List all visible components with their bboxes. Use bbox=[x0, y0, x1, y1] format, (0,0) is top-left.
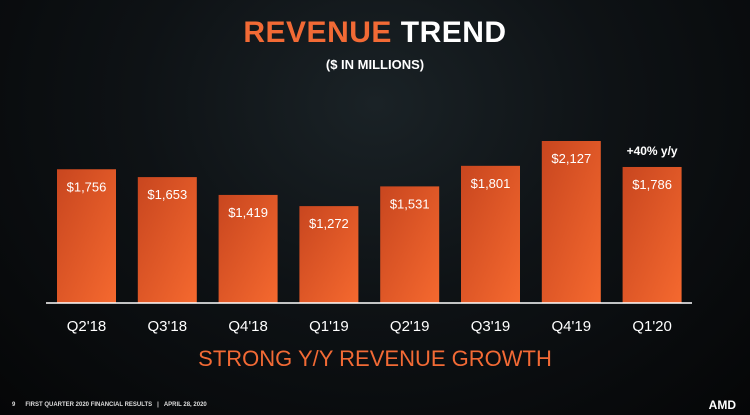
bar bbox=[218, 194, 278, 303]
bar-value-label: $1,756 bbox=[67, 179, 107, 194]
x-tick-label: Q2'18 bbox=[67, 318, 107, 335]
x-tick-label: Q1'20 bbox=[632, 318, 672, 335]
footer: 9 FIRST QUARTER 2020 FINANCIAL RESULTS | AP… bbox=[12, 402, 207, 408]
footer-text: FIRST QUARTER 2020 FINANCIAL RESULTS bbox=[25, 402, 153, 408]
page-number: 9 bbox=[12, 402, 16, 408]
x-tick-label: Q4'18 bbox=[228, 318, 268, 335]
x-tick-label: Q1'19 bbox=[309, 318, 349, 335]
x-tick-label: Q3'19 bbox=[471, 318, 511, 335]
bar-value-label: $1,653 bbox=[147, 187, 187, 202]
bar bbox=[299, 206, 359, 303]
page-subtitle: ($ IN MILLIONS) bbox=[325, 57, 425, 72]
page-title: REVENUE TREND bbox=[0, 16, 750, 50]
bar bbox=[461, 165, 520, 303]
title-rest: TREND bbox=[400, 16, 507, 49]
bar bbox=[380, 186, 440, 303]
bar bbox=[137, 177, 197, 303]
amd-logo: AMD bbox=[708, 398, 736, 412]
bar bbox=[57, 169, 116, 303]
x-tick-label: Q2'19 bbox=[390, 318, 430, 335]
footer-separator: | bbox=[157, 402, 159, 408]
bar-value-label: $1,531 bbox=[390, 196, 430, 211]
footer-date: APRIL 28, 2020 bbox=[163, 402, 207, 408]
growth-annotation: +40% y/y bbox=[627, 144, 678, 158]
bar-value-label: $1,419 bbox=[228, 205, 268, 220]
bar-value-label: $1,801 bbox=[471, 176, 511, 191]
bar bbox=[541, 141, 601, 303]
bar-value-label: $1,272 bbox=[309, 216, 349, 231]
x-tick-label: Q3'18 bbox=[148, 318, 188, 335]
bar-value-label: $2,127 bbox=[551, 151, 591, 166]
x-tick-label: Q4'19 bbox=[552, 318, 592, 335]
bar bbox=[622, 166, 682, 303]
title-accent: REVENUE bbox=[243, 16, 392, 49]
bar-value-label: $1,786 bbox=[632, 177, 672, 192]
tagline: STRONG Y/Y REVENUE GROWTH bbox=[198, 346, 552, 371]
